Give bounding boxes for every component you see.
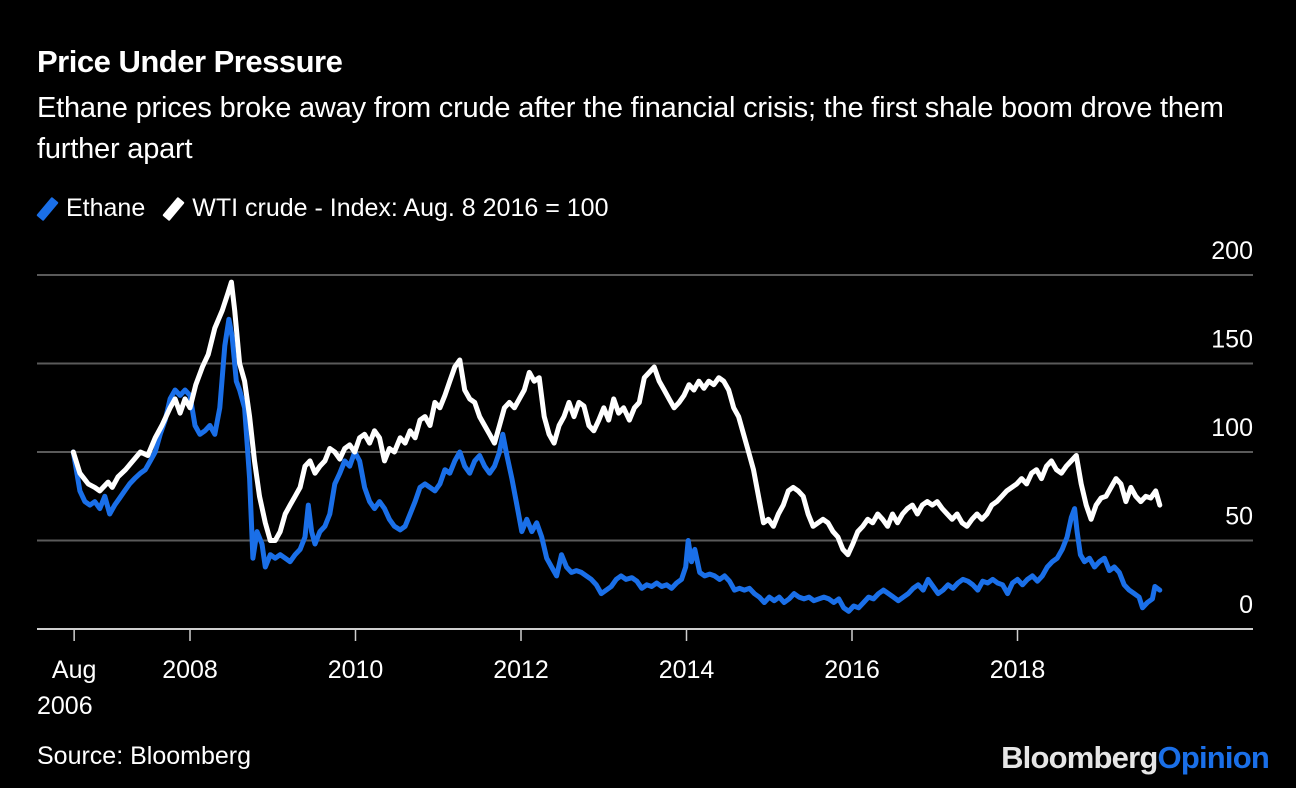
logo-bloomberg: Bloomberg — [1001, 740, 1158, 775]
chart-title: Price Under Pressure — [37, 44, 343, 79]
x-tick-label: 2006 — [37, 692, 93, 720]
series-line-wti-crude — [70, 279, 1163, 558]
x-tick-label: Aug — [52, 656, 96, 684]
bloomberg-opinion-logo: BloombergOpinion — [1001, 740, 1270, 776]
series-line-ethane — [70, 316, 1163, 614]
x-tick-label: 2012 — [493, 656, 549, 684]
legend-item-ethane: Ethane — [36, 194, 146, 223]
gridlines — [37, 274, 1253, 630]
y-tick-label: 50 — [1225, 503, 1253, 531]
y-tick-label: 200 — [1211, 237, 1253, 265]
legend-item-wti: WTI crude - Index: Aug. 8 2016 = 100 — [162, 194, 609, 223]
y-tick-label: 0 — [1239, 591, 1253, 619]
x-axis: Aug 2006 2008 2010 2012 2014 2016 2018 — [37, 629, 1045, 720]
legend-label-ethane: Ethane — [66, 194, 146, 222]
chart-subtitle: Ethane prices broke away from crude afte… — [37, 92, 1224, 165]
y-tick-label: 100 — [1211, 414, 1253, 442]
series-lines — [70, 279, 1163, 614]
x-tick-label: 2016 — [824, 656, 880, 684]
source-note: Source: Bloomberg — [37, 742, 252, 770]
y-axis-tick-labels: 0 50 100 150 200 — [1211, 237, 1253, 619]
x-tick-label: 2014 — [659, 656, 715, 684]
logo-opinion: Opinion — [1157, 740, 1270, 775]
legend: Ethane WTI crude - Index: Aug. 8 2016 = … — [36, 194, 626, 223]
x-tick-label: 2008 — [162, 656, 218, 684]
x-tick-label: 2018 — [990, 656, 1046, 684]
y-tick-label: 150 — [1211, 326, 1253, 354]
legend-label-wti: WTI crude - Index: Aug. 8 2016 = 100 — [192, 194, 609, 222]
x-tick-label: 2010 — [328, 656, 384, 684]
